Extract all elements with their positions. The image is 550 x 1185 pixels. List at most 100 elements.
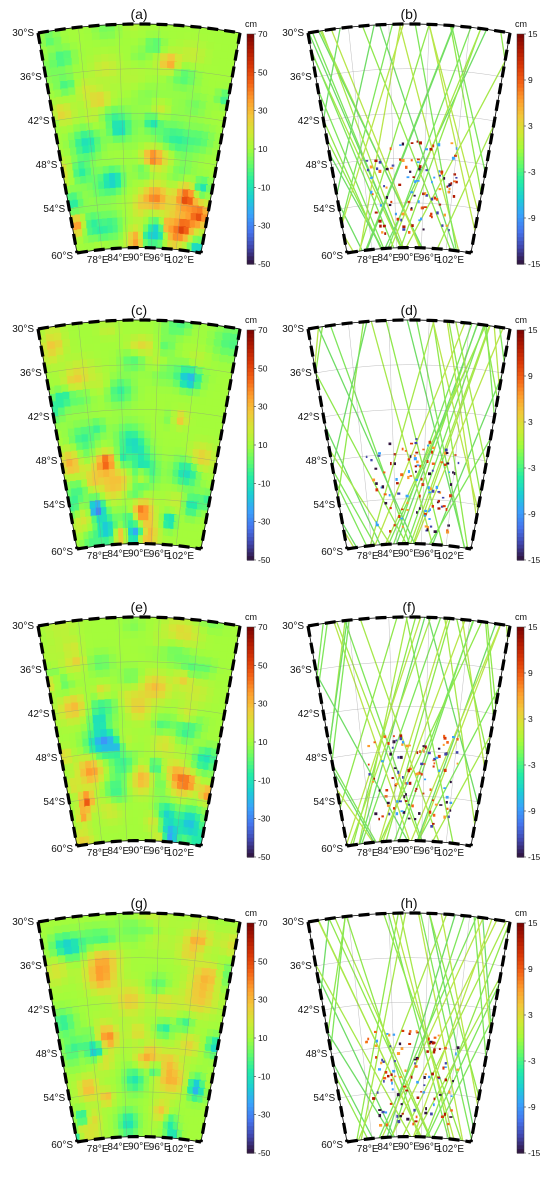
- colorbar-tick-label: -50: [258, 259, 271, 269]
- lat-label: 48°S: [306, 456, 328, 467]
- lat-label: 30°S: [282, 917, 304, 928]
- colorbar-tick-label: 30: [258, 402, 268, 412]
- lon-label: 90°E: [398, 549, 420, 560]
- lat-label: 42°S: [298, 412, 320, 423]
- colorbar-tick-label: -3: [528, 1056, 536, 1066]
- lat-label: 42°S: [298, 709, 320, 720]
- lon-label: 96°E: [149, 253, 171, 264]
- lat-label: 54°S: [43, 1093, 65, 1104]
- graticule: [45, 913, 233, 1139]
- colorbar-tick-label: 15: [528, 918, 538, 928]
- lon-label: 78°E: [87, 551, 109, 562]
- colorbar-unit: cm: [515, 315, 527, 325]
- frame-bottom: [76, 839, 202, 848]
- colorbar-unit: cm: [245, 908, 257, 918]
- colorbar-tick-label: -9: [528, 806, 536, 816]
- colorbar-tick-label: -50: [258, 852, 271, 862]
- colorbar-tick-label: 30: [258, 106, 268, 116]
- map-panel: 30°S 36°S 42°S 48°S 54°S 60°S 78°E84°E90°E96°E…: [282, 599, 541, 862]
- colorbar-tick-label: 3: [528, 1010, 533, 1020]
- frame-left: [306, 328, 349, 550]
- frame-bottom: [346, 542, 472, 551]
- colorbar-tick-label: -15: [528, 259, 541, 269]
- lat-label: 30°S: [12, 324, 34, 335]
- lat-label: 54°S: [313, 500, 335, 511]
- lon-label: 90°E: [398, 253, 420, 264]
- lon-label: 102°E: [437, 1144, 465, 1155]
- frame-top: [37, 615, 241, 628]
- lon-label: 90°E: [398, 846, 420, 857]
- colorbar-tick-label: -30: [258, 221, 271, 231]
- lat-label: 48°S: [306, 753, 328, 764]
- graticule: [45, 320, 233, 546]
- colorbar-tick-label: -30: [258, 517, 271, 527]
- lat-label: 48°S: [36, 160, 58, 171]
- lon-label: 102°E: [167, 848, 195, 859]
- frame-left: [36, 625, 79, 847]
- lon-label: 96°E: [149, 549, 171, 560]
- colorbar-tick-label: 50: [258, 67, 268, 77]
- panel-label: (b): [400, 6, 417, 22]
- colorbar-tick-label: -10: [258, 478, 271, 488]
- lon-label: 90°E: [398, 1142, 420, 1153]
- lat-label: 60°S: [51, 251, 73, 262]
- lat-label: 54°S: [43, 500, 65, 511]
- lon-label: 78°E: [87, 255, 109, 266]
- lat-label: 42°S: [28, 412, 50, 423]
- colorbar-tick-label: -10: [258, 1071, 271, 1081]
- lat-label: 30°S: [282, 28, 304, 39]
- anomaly-field: [38, 24, 240, 253]
- lat-label: 42°S: [298, 116, 320, 127]
- frame-right: [469, 32, 512, 254]
- colorbar-tick-label: 50: [258, 660, 268, 670]
- altimeter-tracks: [308, 24, 510, 253]
- lon-label: 84°E: [377, 253, 399, 264]
- lat-label: 42°S: [28, 709, 50, 720]
- lon-label: 96°E: [419, 253, 441, 264]
- altimeter-tracks: [308, 617, 510, 846]
- colorbar-tick-label: -15: [528, 555, 541, 565]
- colorbar-unit: cm: [245, 315, 257, 325]
- map-panel: 30°S 36°S 42°S 48°S 54°S 60°S 78°E84°E90°E96°E…: [282, 6, 541, 269]
- lat-label: 30°S: [12, 621, 34, 632]
- lon-label: 78°E: [357, 1144, 379, 1155]
- graticule: [315, 320, 503, 546]
- graticule: [45, 617, 233, 843]
- colorbar-tick-label: -30: [258, 1110, 271, 1120]
- lat-label: 48°S: [36, 753, 58, 764]
- lat-label: 42°S: [298, 1005, 320, 1016]
- lat-label: 36°S: [290, 72, 312, 83]
- graticule: [45, 24, 233, 250]
- colorbar-tick-label: -30: [258, 814, 271, 824]
- lat-label: 60°S: [51, 844, 73, 855]
- frame-left: [36, 328, 79, 550]
- lat-label: 48°S: [36, 1049, 58, 1060]
- lon-label: 102°E: [167, 1144, 195, 1155]
- lat-label: 30°S: [282, 621, 304, 632]
- colorbar-tick-label: 3: [528, 121, 533, 131]
- frame-top: [307, 22, 511, 35]
- frame-bottom: [76, 246, 202, 255]
- colorbar-unit: cm: [515, 908, 527, 918]
- lon-label: 96°E: [149, 1142, 171, 1153]
- lon-label: 102°E: [437, 551, 465, 562]
- colorbar-tick-label: -9: [528, 1102, 536, 1112]
- frame-top: [307, 911, 511, 924]
- colorbar-tick-label: 70: [258, 325, 268, 335]
- lat-label: 48°S: [306, 1049, 328, 1060]
- lat-label: 36°S: [20, 368, 42, 379]
- map-panel: 30°S 36°S 42°S 48°S 54°S 60°S 78°E84°E90°E96°E…: [12, 6, 270, 269]
- lat-label: 36°S: [20, 961, 42, 972]
- colorbar-tick-label: 3: [528, 714, 533, 724]
- colorbar-tick-label: 15: [528, 29, 538, 39]
- lon-label: 102°E: [167, 551, 195, 562]
- lat-label: 42°S: [28, 1005, 50, 1016]
- map-panel: 30°S 36°S 42°S 48°S 54°S 60°S 78°E84°E90°E96°E…: [282, 895, 541, 1158]
